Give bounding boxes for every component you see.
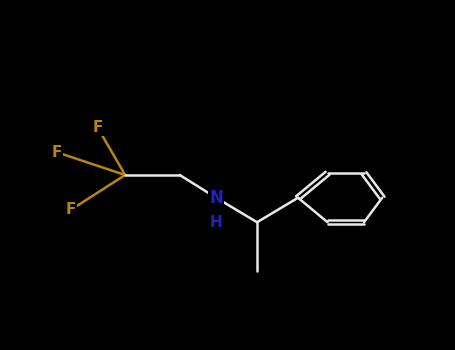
Text: H: H: [210, 215, 222, 230]
Text: F: F: [93, 120, 103, 135]
Text: F: F: [66, 203, 76, 217]
Text: N: N: [209, 189, 223, 207]
Text: F: F: [52, 145, 62, 160]
